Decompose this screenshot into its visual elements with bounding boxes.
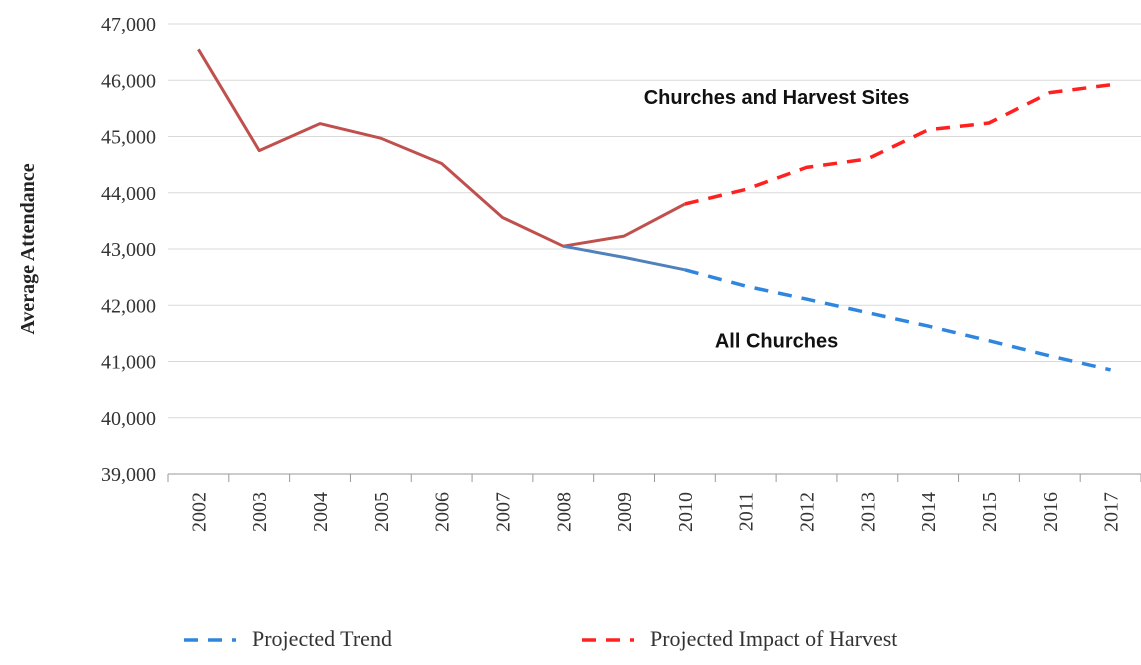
- series-line-projected-impact-of-harvest: [684, 83, 1111, 206]
- x-tick-label: 2002: [188, 492, 210, 532]
- x-tick-label: 2005: [371, 492, 393, 532]
- y-tick-label: 44,000: [101, 183, 156, 205]
- x-tick-label: 2012: [797, 492, 819, 532]
- x-tick-label: 2014: [918, 492, 940, 532]
- y-axis-label: Average Attendance: [17, 163, 39, 334]
- legend: Projected Trend Projected Impact of Harve…: [184, 626, 897, 651]
- legend-item-label: Projected Trend: [252, 626, 392, 651]
- x-tick-label: 2007: [492, 492, 514, 532]
- y-tick-label: 47,000: [101, 14, 156, 36]
- legend-item-label: Projected Impact of Harvest: [650, 626, 897, 651]
- annotation-label: Churches and Harvest Sites: [644, 87, 910, 109]
- series-lines: [197, 48, 1111, 372]
- x-tick-label: 2016: [1040, 492, 1062, 532]
- x-tick-label: 2008: [553, 492, 575, 532]
- x-tick-label: 2003: [249, 492, 271, 532]
- y-tick-label: 40,000: [101, 408, 156, 430]
- y-tick-label: 42,000: [101, 295, 156, 317]
- y-tick-label: 39,000: [101, 464, 156, 486]
- y-tick-label: 46,000: [101, 70, 156, 92]
- gridlines: [168, 23, 1141, 475]
- x-tick-label: 2011: [736, 492, 758, 531]
- series-line-actual-churches-and-harvest: [197, 48, 686, 248]
- annotation-label: All Churches: [715, 331, 838, 353]
- annotations: Churches and Harvest Sites All Churches: [644, 87, 910, 353]
- y-tick-label: 43,000: [101, 239, 156, 261]
- y-tick-label: 41,000: [101, 352, 156, 374]
- x-tick-label: 2006: [432, 492, 454, 532]
- x-tick-label: 2013: [857, 492, 879, 532]
- series-line-actual-all-churches: [563, 244, 686, 272]
- x-tick-label: 2009: [614, 492, 636, 532]
- series-line-projected-trend: [684, 268, 1111, 372]
- x-tick-label: 2015: [979, 492, 1001, 532]
- axes: 39,000 40,000 41,000 42,000 43,000 44,000 45,0…: [101, 14, 1141, 532]
- x-tick-label: 2004: [310, 492, 332, 532]
- x-tick-label: 2010: [675, 492, 697, 532]
- y-tick-label: 45,000: [101, 127, 156, 149]
- x-tick-label: 2017: [1101, 492, 1123, 532]
